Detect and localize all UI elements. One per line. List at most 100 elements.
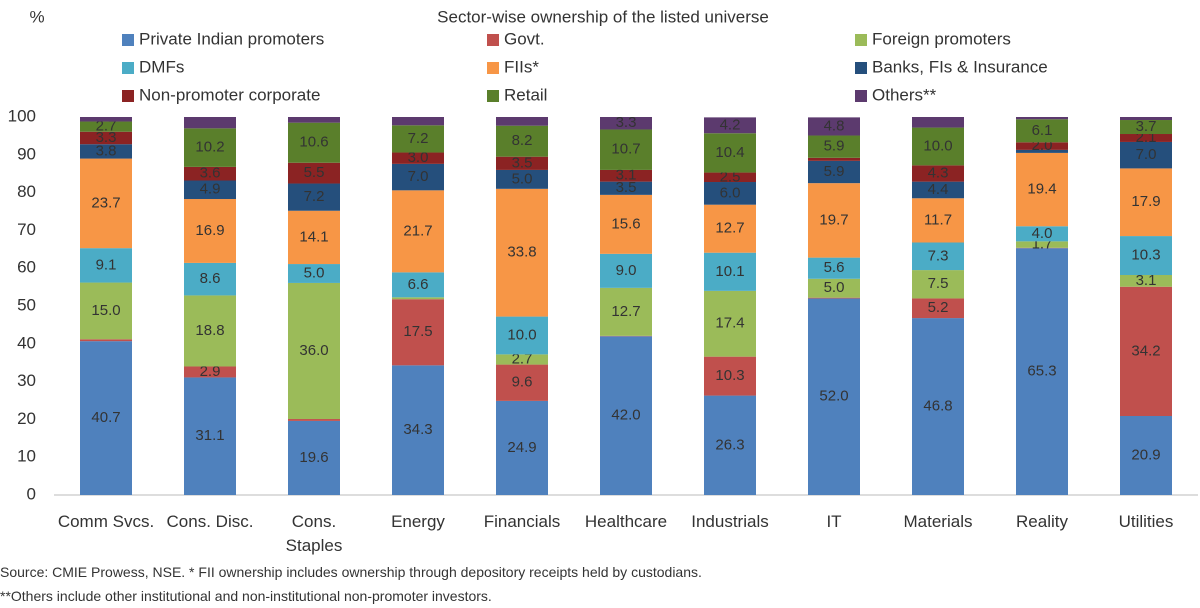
bar-segment [496, 316, 548, 355]
data-label: 10.1 [715, 263, 744, 280]
data-label: 24.9 [507, 439, 536, 456]
bar-segment [1016, 248, 1068, 495]
bar-segment [80, 282, 132, 340]
bar-segment [288, 122, 340, 163]
data-label: 10.3 [1131, 247, 1160, 264]
y-tick-label: 80 [17, 182, 36, 201]
x-tick-label: IT [826, 512, 842, 531]
bar-segment [496, 125, 548, 157]
x-tick-label: Reality [1016, 512, 1068, 531]
data-label: 4.0 [1032, 225, 1053, 242]
legend-swatch [487, 62, 499, 74]
bar-segment [600, 336, 652, 495]
bar-segment [1120, 120, 1172, 135]
data-label: 5.0 [824, 279, 845, 296]
chart-title: Sector-wise ownership of the listed univ… [437, 7, 769, 26]
bar-segment [1120, 134, 1172, 142]
y-tick-label: 50 [17, 295, 36, 314]
bar-segment [288, 183, 340, 211]
bar-segment [392, 272, 444, 298]
legend-swatch [122, 90, 134, 102]
data-label: 10.2 [195, 139, 224, 156]
bar-segment [184, 295, 236, 367]
bar-segment [392, 117, 444, 126]
bar-segment [392, 125, 444, 153]
y-tick-label: 10 [17, 447, 36, 466]
data-label: 21.7 [403, 222, 432, 239]
x-tick-label: Industrials [691, 512, 769, 531]
legend-label: Foreign promoters [872, 29, 1011, 48]
legend-label: Govt. [504, 29, 545, 48]
y-tick-label: 40 [17, 333, 36, 352]
bar-segment [288, 162, 340, 184]
bar-segment [392, 163, 444, 191]
x-tick-label: Healthcare [584, 512, 668, 531]
legend-swatch [487, 34, 499, 46]
bar-segment [80, 341, 132, 495]
data-label: 8.2 [512, 132, 533, 149]
data-label: 40.7 [91, 409, 120, 426]
data-label: 31.1 [195, 427, 224, 444]
x-tick-label: Comm Svcs. [57, 512, 155, 531]
bar-segment [288, 420, 340, 495]
data-label: 52.0 [819, 388, 848, 405]
data-label: 46.8 [923, 398, 952, 415]
bar-segment [496, 188, 548, 317]
data-label: 10.7 [611, 141, 640, 158]
legend-label: Private Indian promoters [139, 29, 324, 48]
bar-segment [288, 419, 340, 421]
bar-segment [184, 366, 236, 378]
bar-segment [1016, 119, 1068, 143]
legend-label: Non-promoter corporate [139, 85, 320, 104]
y-tick-label: 100 [8, 106, 36, 125]
bar-segment [808, 297, 860, 299]
data-label: 34.3 [403, 421, 432, 438]
y-axis-label: % [29, 7, 44, 26]
data-label: 4.9 [200, 181, 221, 198]
bar-segment [808, 257, 860, 279]
bar-segment [808, 117, 860, 136]
bar-segment [288, 282, 340, 420]
bar-segment [288, 117, 340, 123]
data-label: 12.7 [715, 220, 744, 237]
data-label: 4.3 [928, 164, 949, 181]
bar-segment [496, 156, 548, 170]
data-label: 7.2 [304, 188, 325, 205]
data-label: 19.4 [1027, 181, 1056, 198]
data-label: 19.7 [819, 211, 848, 228]
bar-segment [184, 166, 236, 181]
data-label: 6.0 [720, 184, 741, 201]
bar-segment [1120, 236, 1172, 276]
data-label: 16.9 [195, 222, 224, 239]
bar-segment [80, 158, 132, 249]
data-label: 5.0 [512, 170, 533, 187]
data-label: 2.9 [200, 363, 221, 380]
data-label: 10.3 [715, 367, 744, 384]
bar-segment [704, 204, 756, 253]
bar-segment [600, 287, 652, 336]
data-label: 10.0 [923, 137, 952, 154]
bar-segment [1120, 168, 1172, 237]
legend-label: Banks, FIs & Insurance [872, 57, 1048, 76]
legend-label: Retail [504, 85, 547, 104]
data-label: 9.6 [512, 374, 533, 391]
y-tick-label: 90 [17, 144, 36, 163]
bar-segment [80, 121, 132, 132]
bar-segment [912, 127, 964, 166]
data-label: 17.9 [1131, 193, 1160, 210]
data-label: 9.1 [96, 256, 117, 273]
bar-segment [184, 377, 236, 495]
bar-segment [704, 133, 756, 173]
y-tick-label: 0 [27, 484, 36, 503]
data-label: 34.2 [1131, 342, 1160, 359]
data-label: 5.6 [824, 259, 845, 276]
data-label: 10.6 [299, 134, 328, 151]
data-label: 17.4 [715, 315, 744, 332]
legend-swatch [487, 90, 499, 102]
data-label: 6.6 [408, 276, 429, 293]
legend-swatch [122, 34, 134, 46]
bar-segment [184, 117, 236, 129]
data-label: 3.1 [1136, 272, 1157, 289]
bar-segment [912, 198, 964, 243]
